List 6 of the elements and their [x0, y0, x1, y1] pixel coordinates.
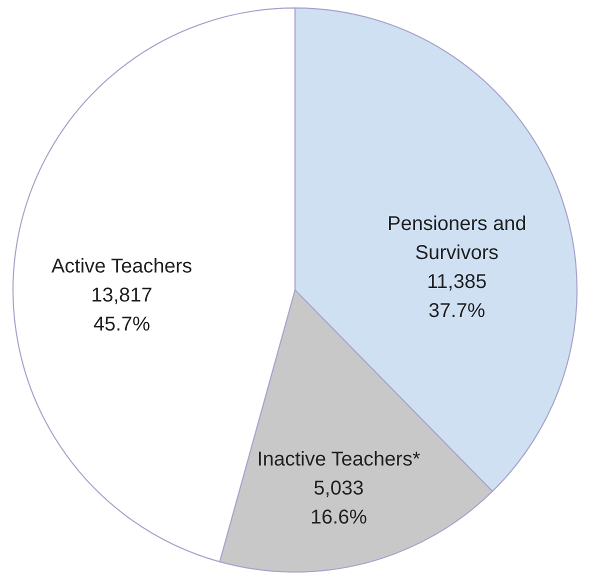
- data-label: 11,385 37.7%: [427, 270, 487, 322]
- slice-label: Pensioners and Survivors: [387, 212, 526, 264]
- data-label: 5,033 16.6%: [310, 477, 368, 528]
- data-label: 13,817 45.7%: [91, 284, 152, 336]
- slice-label: Inactive Teachers*: [257, 448, 420, 470]
- slice-label: Active Teachers: [51, 255, 192, 278]
